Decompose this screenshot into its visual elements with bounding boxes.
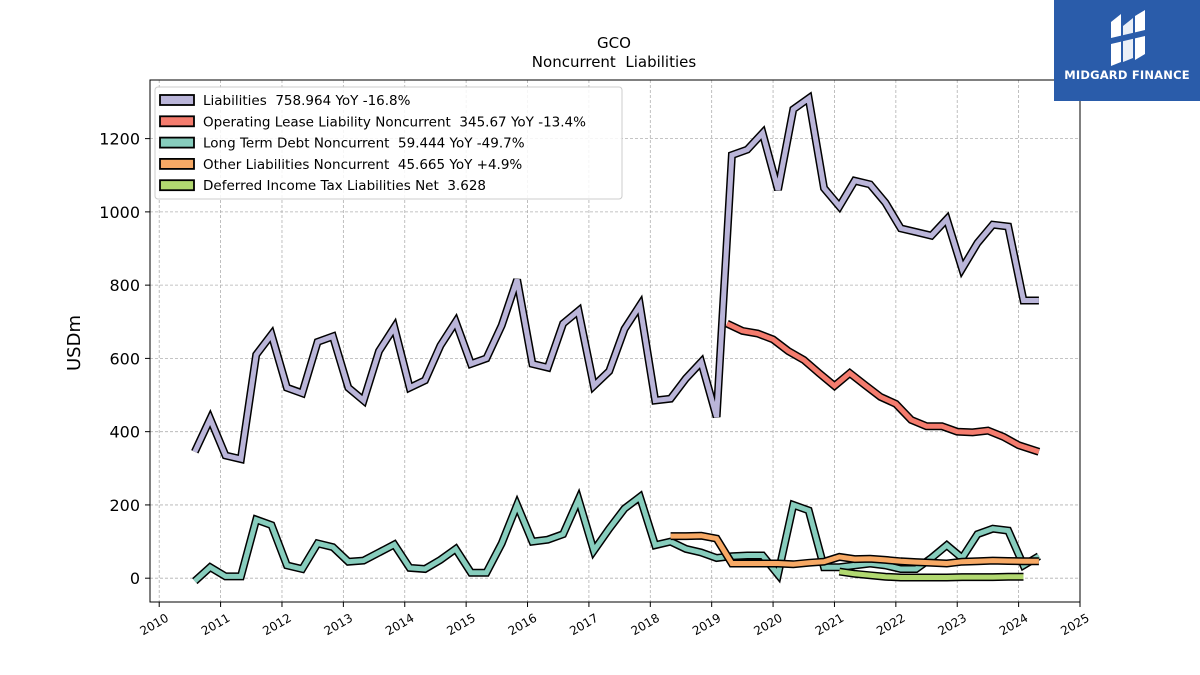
series-layer (191, 91, 1041, 585)
y-tick-label: 600 (109, 349, 140, 368)
plot-frame (149, 79, 1081, 603)
brand-logo: MIDGARD FINANCE (1054, 0, 1200, 101)
y-tick-label: 200 (109, 496, 140, 515)
x-tick-label: 2010 (137, 611, 170, 638)
chart-subtitle: Noncurrent Liabilities (532, 53, 697, 71)
x-tick-label: 2018 (629, 611, 662, 638)
chart-title: GCO (597, 34, 631, 52)
x-tick-label: 2017 (567, 611, 600, 638)
y-tick-label: 0 (130, 569, 140, 588)
x-tick-label: 2022 (874, 611, 907, 638)
x-tick-label: 2016 (506, 611, 539, 638)
series-line-4 (839, 569, 1024, 580)
series-line-2 (193, 492, 1041, 583)
legend-label-2: Long Term Debt Noncurrent 59.444 YoY -49… (203, 136, 525, 152)
y-tick-label: 1000 (99, 203, 140, 222)
legend-label-0: Liabilities 758.964 YoY -16.8% (203, 93, 411, 109)
x-tick-label: 2012 (260, 611, 293, 638)
series-line-1 (725, 321, 1040, 455)
x-tick-label: 2024 (997, 611, 1030, 638)
y-tick-label: 1200 (99, 130, 140, 149)
series-line-3 (670, 533, 1039, 567)
y-tick-label: 800 (109, 276, 140, 295)
legend-label-1: Operating Lease Liability Noncurrent 345… (203, 114, 586, 130)
y-tick-label: 400 (109, 423, 140, 442)
x-tick-label: 2021 (813, 611, 846, 638)
series-line-0 (192, 93, 1039, 463)
legend-swatch-1 (159, 115, 195, 128)
legend: Liabilities 758.964 YoY -16.8% Operating … (154, 86, 623, 200)
legend-swatch-2 (159, 136, 195, 149)
legend-box (154, 86, 623, 200)
x-tick-label: 2015 (444, 611, 477, 638)
legend-swatch-3 (159, 157, 195, 170)
legend-swatch-4 (159, 179, 195, 192)
x-tick-label: 2025 (1058, 611, 1091, 638)
x-tick-label: 2023 (936, 611, 969, 638)
x-tick-label: 2011 (199, 611, 232, 638)
legend-label-4: Deferred Income Tax Liabilities Net 3.62… (203, 178, 486, 194)
x-tick-label: 2013 (322, 611, 355, 638)
x-tick-label: 2014 (383, 611, 416, 638)
legend-label-3: Other Liabilities Noncurrent 45.665 YoY … (203, 157, 522, 173)
x-tick-label: 2019 (690, 611, 723, 638)
legend-swatch-0 (159, 94, 195, 106)
midgard-logo-icon (1111, 10, 1145, 66)
x-tick-label: 2020 (751, 611, 784, 638)
y-axis-label: USDm (64, 315, 85, 371)
brand-name: MIDGARD FINANCE (1064, 68, 1190, 82)
